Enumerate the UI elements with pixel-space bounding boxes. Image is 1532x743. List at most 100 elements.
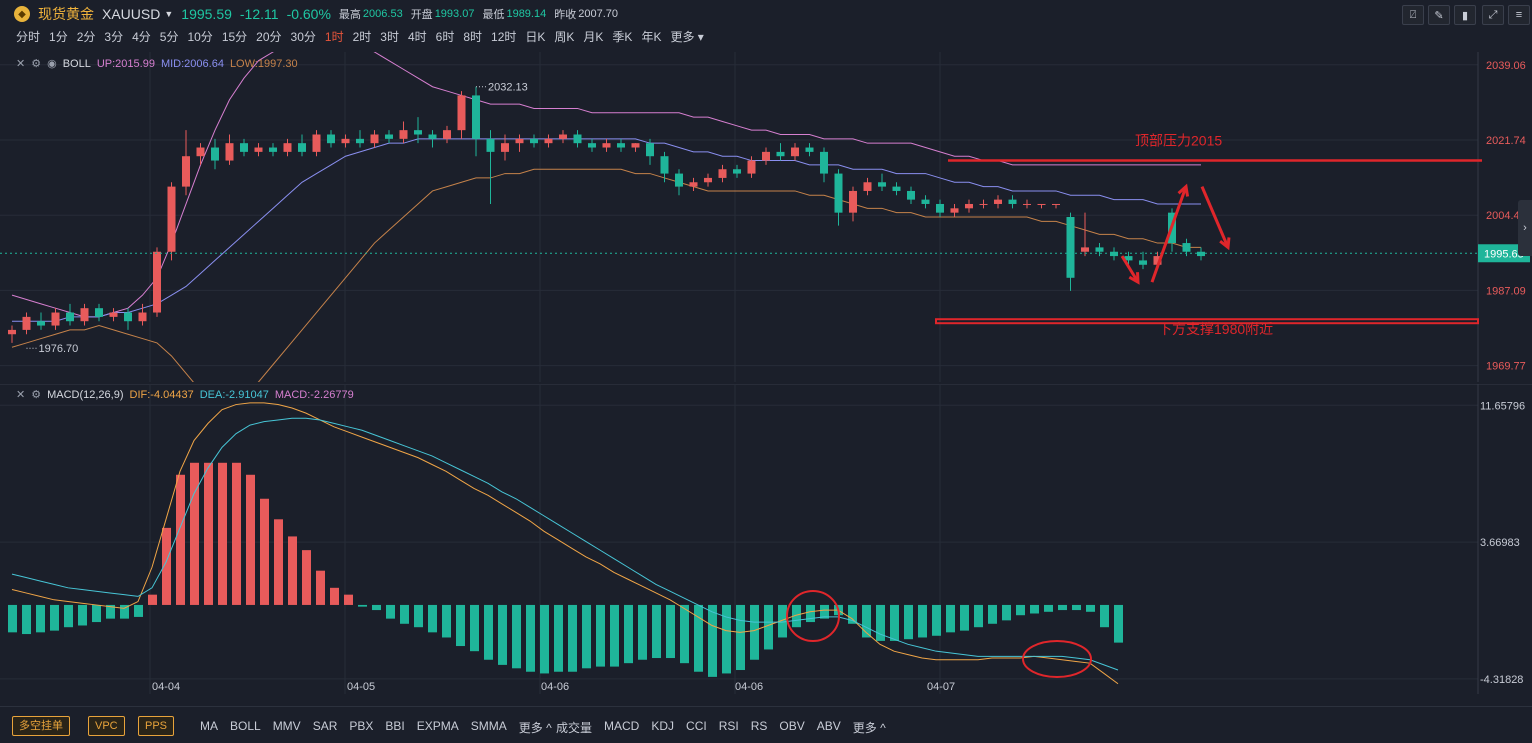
sub-indicator-3[interactable]: CCI (686, 719, 707, 733)
main-indicator-4[interactable]: PBX (349, 719, 374, 733)
macd-hist-bar (78, 604, 87, 626)
timeframe-6[interactable]: 10分 (187, 30, 213, 44)
candle-body (834, 173, 843, 213)
macd-hist-bar (582, 604, 591, 669)
timeframe-16[interactable]: 12时 (491, 30, 517, 44)
macd-hist-bar (316, 570, 325, 605)
timeframe-11[interactable]: 2时 (352, 30, 372, 44)
macd-hist-bar (848, 604, 857, 624)
candle-body (66, 312, 74, 322)
side-panel-toggle-icon[interactable]: › (1518, 200, 1532, 256)
candle-body (733, 169, 741, 174)
candle-body (196, 147, 205, 157)
settings-icon[interactable]: ⚙ (31, 58, 42, 70)
timeframe-10[interactable]: 1时 (324, 30, 344, 44)
macd-name: MACD(12,26,9) (47, 388, 124, 401)
timeframe-19[interactable]: 月K (583, 30, 604, 44)
main-indicator-1[interactable]: BOLL (230, 719, 261, 733)
timeframe-1[interactable]: 1分 (49, 30, 68, 44)
main-indicator-0[interactable]: MA (200, 719, 218, 733)
timeframe-20[interactable]: 季K (612, 30, 633, 44)
sub-indicator-7[interactable]: ABV (816, 719, 841, 733)
macd-chart[interactable]: 11.65796 3.66983 -4.31828 04-04 04-05 04-06 04… (0, 383, 1532, 694)
sub-indicator-1[interactable]: MACD (604, 719, 640, 733)
sub-indicator-8[interactable]: 更多 ^ (852, 721, 886, 735)
price-change-pct: -0.60% (286, 6, 331, 22)
chart-style-icon[interactable]: ▮ (1454, 5, 1476, 25)
symbol-code[interactable]: XAUUSD (102, 6, 161, 22)
candle-body (51, 312, 60, 326)
arrow-down-2 (1200, 186, 1230, 248)
macd-panel[interactable]: 11.65796 3.66983 -4.31828 04-04 04-05 04-06 04… (0, 383, 1532, 694)
sub-indicator-2[interactable]: KDJ (651, 719, 675, 733)
candle-body (399, 130, 408, 139)
macd-hist-bar (946, 604, 955, 633)
candle-body (1153, 256, 1162, 265)
timeframe-15[interactable]: 8时 (463, 30, 483, 44)
long-short-orders-button[interactable]: 多空挂单 (12, 716, 70, 736)
candle-body (559, 134, 567, 139)
timeframe-8[interactable]: 20分 (256, 30, 282, 44)
vpc-button[interactable]: VPC (88, 716, 125, 736)
sub-indicator-6[interactable]: OBV (779, 719, 805, 733)
timeframe-13[interactable]: 4时 (407, 30, 427, 44)
candle-body (1182, 243, 1191, 252)
timeframe-12[interactable]: 3时 (380, 30, 399, 44)
macd-hist-bar (638, 604, 647, 660)
candle-body (37, 321, 45, 326)
y-tick-label: 1987.09 (1486, 285, 1526, 297)
main-indicator-3[interactable]: SAR (312, 719, 338, 733)
main-indicator-6[interactable]: EXPMA (416, 719, 459, 733)
main-indicator-7[interactable]: SMMA (470, 719, 507, 733)
macd-hist-bar (1030, 604, 1039, 614)
close-icon[interactable]: ✕ (16, 58, 26, 70)
main-indicator-list: MA BOLL MMV SAR PBX BBI EXPMA SMMA 更多 ^ (200, 719, 564, 736)
price-panel[interactable]: 2039.06 2021.74 2004.41 1987.09 1969.77 1995.… (0, 34, 1532, 400)
timeframe-4[interactable]: 4分 (132, 30, 151, 44)
sub-indicator-4[interactable]: RSI (718, 719, 739, 733)
sub-indicator-0[interactable]: 成交量 (556, 721, 593, 735)
draw-tool-icon[interactable]: ✎ (1428, 5, 1450, 25)
menu-icon[interactable]: ≡ (1508, 5, 1530, 25)
current-price-tag (1478, 244, 1530, 263)
timeframe-bar: 分时 1分 2分 3分 4分 5分 10分 15分 20分 30分 1时 2时 3时 4时 6时 8时 12时日… (16, 28, 713, 45)
price-chart[interactable]: 2039.06 2021.74 2004.41 1987.09 1969.77 1995.… (0, 34, 1532, 400)
fullscreen-icon[interactable]: ⤢ (1482, 5, 1504, 25)
boll-name: BOLL (62, 57, 91, 70)
timeframe-0[interactable]: 分时 (16, 30, 41, 44)
sub-indicator-5[interactable]: RS (750, 719, 768, 733)
timeframe-3[interactable]: 3分 (104, 30, 124, 44)
main-indicator-5[interactable]: BBI (385, 719, 405, 733)
instrument-name[interactable]: 现货黄金 (38, 6, 94, 22)
timeframe-5[interactable]: 5分 (159, 30, 179, 44)
main-indicator-8[interactable]: 更多 ^ (518, 721, 552, 735)
timeframe-22[interactable]: 更多 ▾ (670, 30, 704, 44)
candle-body (921, 199, 930, 204)
timeframe-2[interactable]: 2分 (76, 30, 96, 44)
candle-body (472, 95, 480, 139)
macd-hist-bar (204, 462, 213, 605)
macd-hist-bar (456, 604, 465, 647)
timeframe-14[interactable]: 6时 (435, 30, 455, 44)
low-marker-label: 1976.70 (39, 343, 79, 355)
macd-hist-bar (148, 594, 157, 605)
prev-close-value: 2007.70 (578, 8, 618, 20)
pps-button[interactable]: PPS (138, 716, 175, 736)
timeframe-21[interactable]: 年K (641, 30, 662, 44)
timeframe-9[interactable]: 30分 (290, 30, 316, 44)
timeframe-7[interactable]: 15分 (221, 30, 248, 44)
settings-icon[interactable]: ⚙ (31, 389, 42, 401)
arrow-down-2-head (1219, 237, 1231, 251)
macd-hist-bar (610, 604, 619, 667)
close-icon[interactable]: ✕ (16, 389, 26, 401)
timeframe-18[interactable]: 周K (554, 30, 575, 44)
symbol-dropdown-icon[interactable]: ▼ (164, 9, 174, 19)
indicator-tool-icon[interactable]: ⍁ (1402, 5, 1424, 25)
candle-body (22, 316, 31, 330)
main-indicator-2[interactable]: MMV (272, 719, 301, 733)
macd-legend: ✕ ⚙ MACD(12,26,9) DIF:-4.04437 DEA:-2.91… (16, 388, 354, 402)
x-tick-label: 04-06 (735, 681, 763, 693)
timeframe-17[interactable]: 日K (525, 30, 546, 44)
visibility-icon[interactable]: ◉ (47, 58, 57, 70)
macd-hist-bar (540, 604, 549, 674)
